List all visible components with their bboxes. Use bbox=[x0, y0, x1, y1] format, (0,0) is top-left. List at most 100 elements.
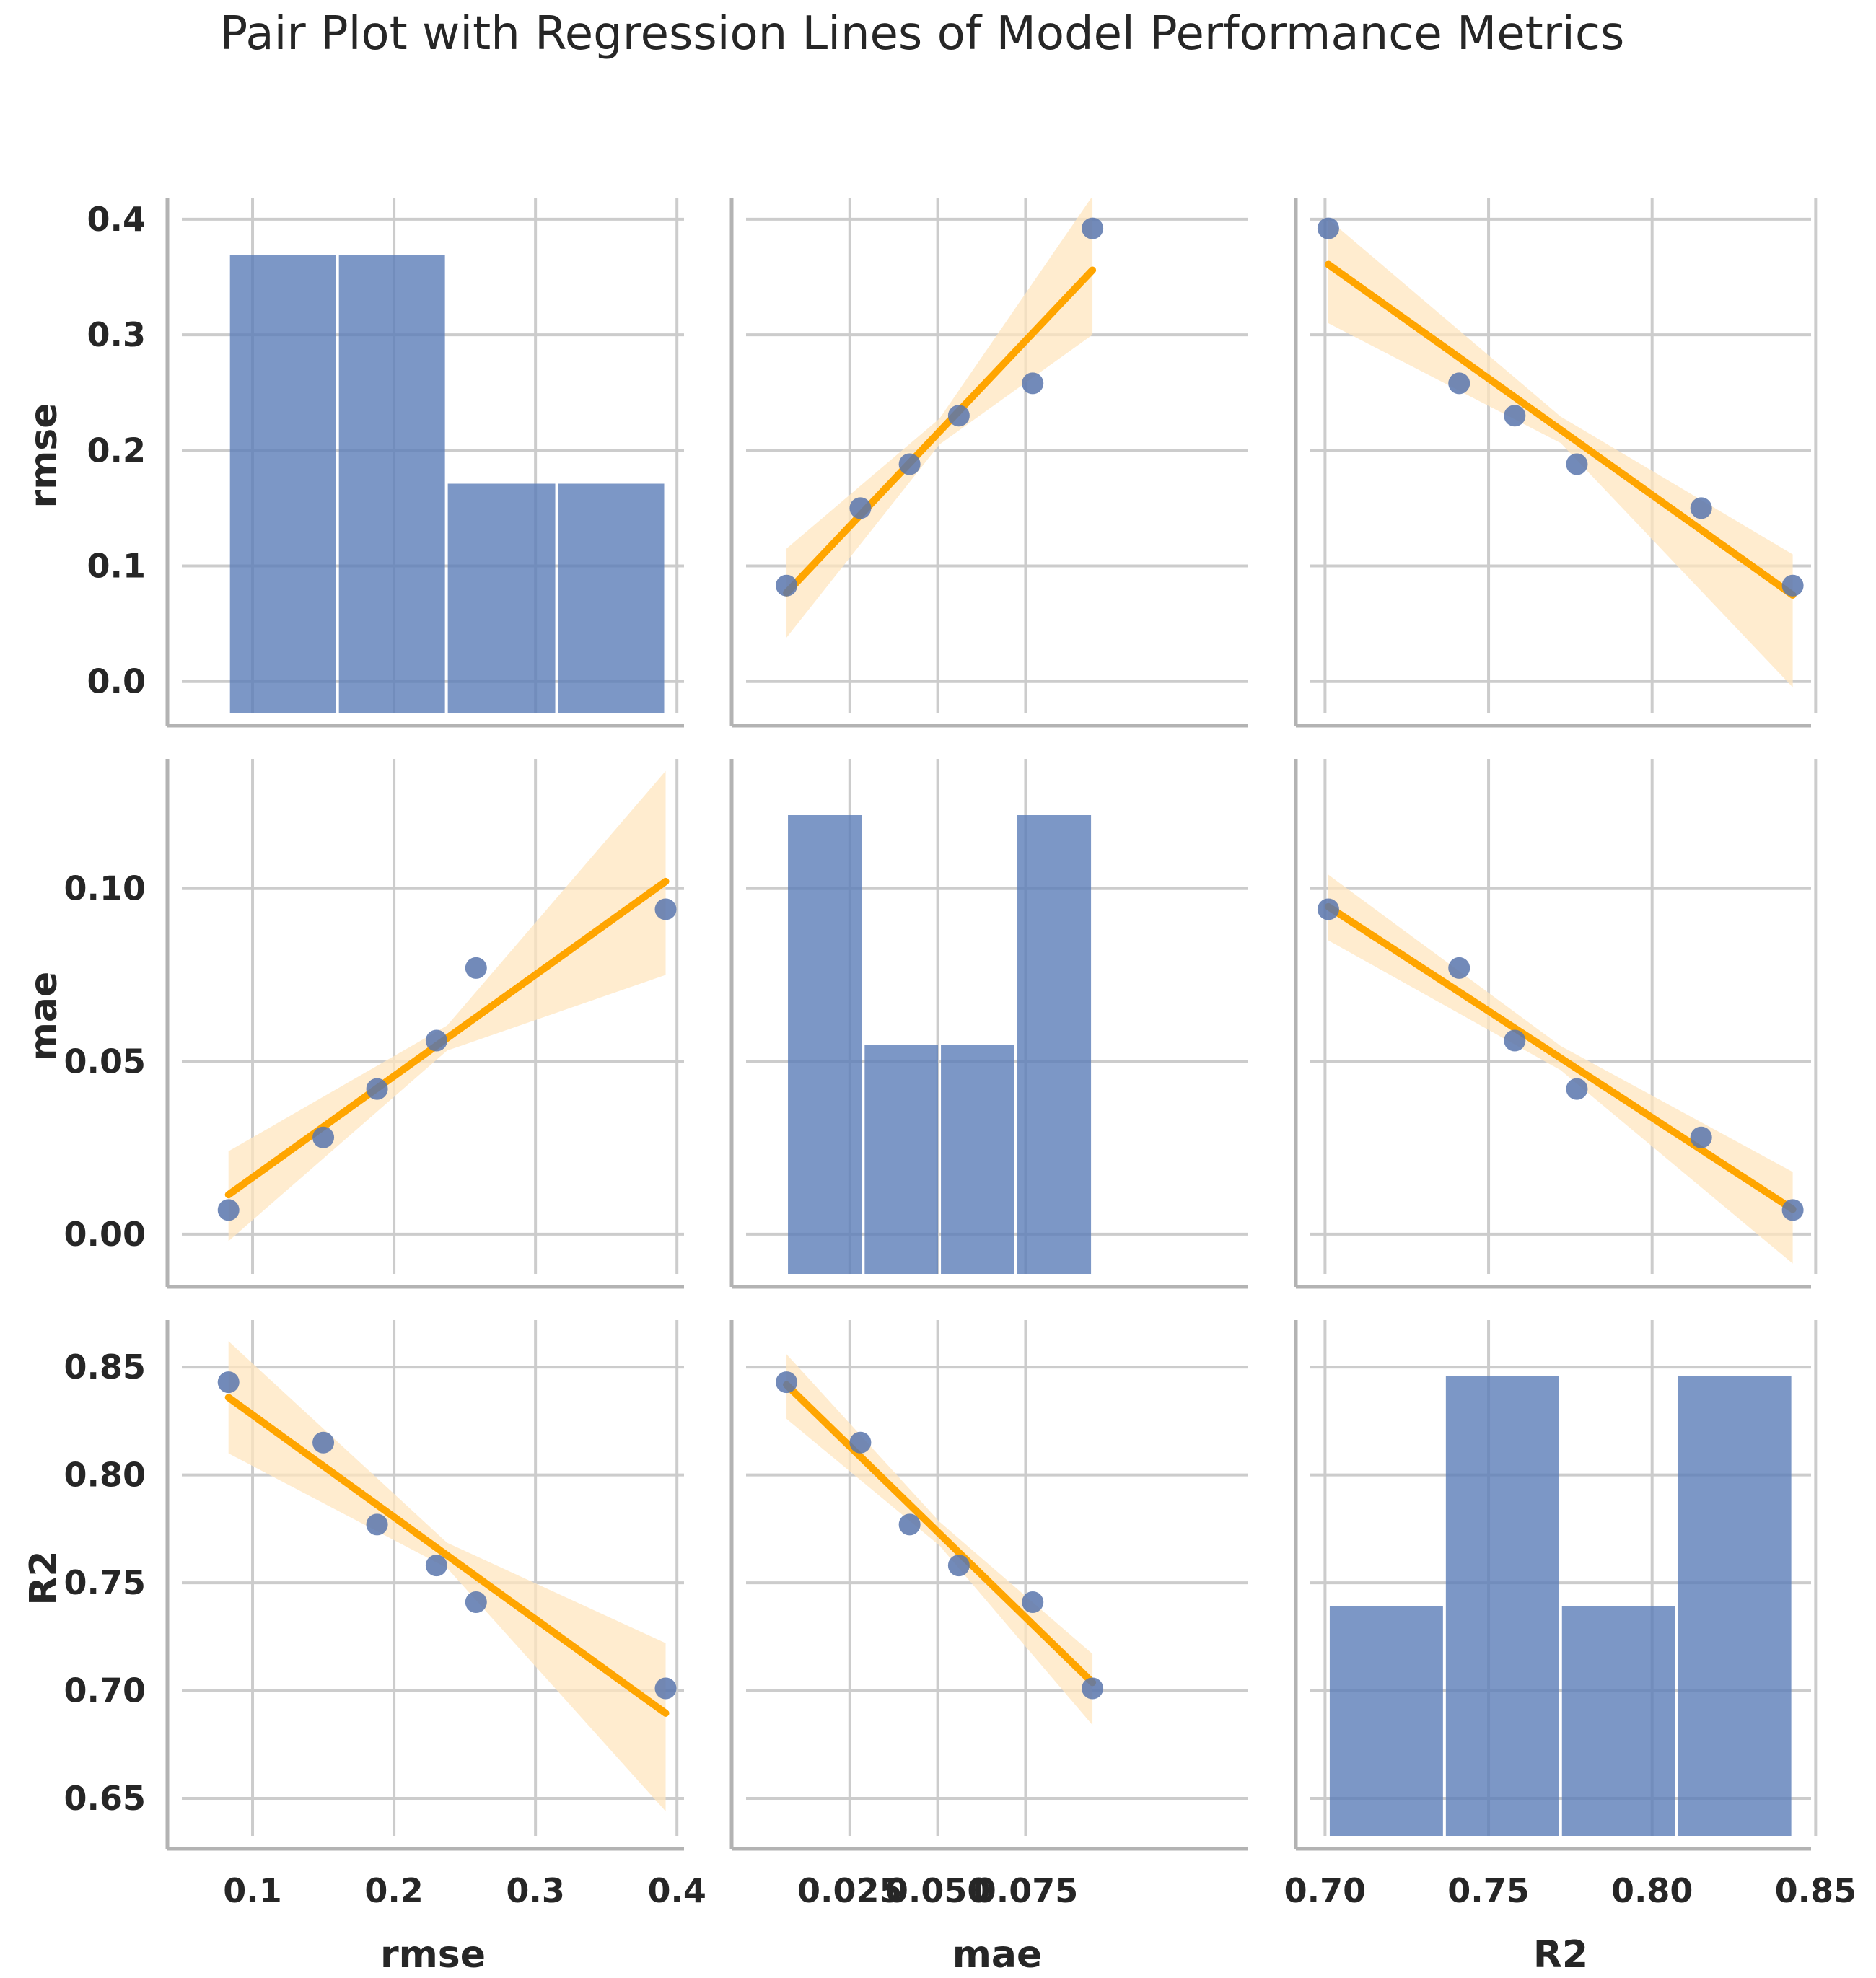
panel-mae-vs-mae bbox=[729, 759, 1248, 1289]
x-tick-label-mae-1: 0.050 bbox=[885, 1871, 991, 1910]
data-point-rmse-vs-R2-2 bbox=[1566, 453, 1588, 475]
y-tick-label-mae-0: 0.00 bbox=[64, 1215, 146, 1254]
data-point-R2-vs-rmse-1 bbox=[312, 1431, 335, 1454]
data-point-rmse-vs-R2-0 bbox=[1781, 574, 1804, 597]
histogram-bar-mae-1 bbox=[864, 1045, 939, 1274]
data-point-mae-vs-rmse-1 bbox=[312, 1126, 335, 1148]
y-tick-label-R2-0: 0.65 bbox=[64, 1779, 146, 1818]
x-tick-label-rmse-1: 0.2 bbox=[364, 1871, 424, 1910]
regression-line-rmse-vs-mae bbox=[783, 266, 1097, 597]
data-point-R2-vs-mae-1 bbox=[849, 1431, 872, 1454]
histogram-bar-R2-1 bbox=[1445, 1376, 1559, 1836]
panel-body bbox=[224, 1341, 670, 1811]
panel-body bbox=[1324, 219, 1797, 687]
y-tick-label-rmse-3: 0.3 bbox=[87, 315, 146, 354]
x-tick-label-rmse-2: 0.3 bbox=[506, 1871, 565, 1910]
x-tick-label-R2-2: 0.80 bbox=[1611, 1871, 1693, 1910]
regression-line-mae-vs-R2 bbox=[1324, 902, 1797, 1213]
panel-body bbox=[783, 1354, 1097, 1726]
histogram-bar-R2-0 bbox=[1329, 1606, 1443, 1836]
data-point-mae-vs-rmse-5 bbox=[654, 898, 677, 920]
confidence-band-rmse-vs-mae bbox=[786, 198, 1093, 638]
panel-R2-vs-rmse: 0.65 0.70 0.75 0.80 0.85 R2 0.1 0.2 0.3 0.4 rmse bbox=[22, 1320, 706, 1977]
x-tick-label-rmse-0: 0.1 bbox=[223, 1871, 282, 1910]
data-point-rmse-vs-R2-4 bbox=[1448, 372, 1470, 395]
x-tick-label-rmse-3: 0.4 bbox=[647, 1871, 706, 1910]
data-point-mae-vs-R2-3 bbox=[1504, 1029, 1526, 1052]
y-tick-label-rmse-0: 0.0 bbox=[87, 662, 146, 701]
y-tick-label-mae-1: 0.05 bbox=[64, 1042, 146, 1081]
histogram-bar-R2-2 bbox=[1561, 1606, 1675, 1836]
data-point-rmse-vs-R2-1 bbox=[1690, 497, 1712, 519]
panel-rmse-vs-rmse: 0.0 0.1 0.2 0.3 0.4 rmse bbox=[22, 198, 684, 728]
data-point-rmse-vs-mae-0 bbox=[776, 574, 798, 597]
histogram-bar-mae-3 bbox=[1017, 815, 1092, 1274]
x-tick-label-mae-0: 0.025 bbox=[797, 1871, 903, 1910]
confidence-band-mae-vs-R2 bbox=[1328, 874, 1793, 1264]
panel-R2-vs-R2: 0.70 0.75 0.80 0.85 R2 bbox=[1284, 1320, 1857, 1977]
data-point-rmse-vs-R2-5 bbox=[1317, 217, 1339, 239]
y-tick-label-R2-1: 0.70 bbox=[64, 1671, 146, 1710]
confidence-band-R2-vs-mae bbox=[786, 1354, 1093, 1726]
data-point-mae-vs-rmse-4 bbox=[465, 957, 487, 979]
x-tick-label-mae-2: 0.075 bbox=[973, 1871, 1079, 1910]
data-point-mae-vs-R2-4 bbox=[1448, 957, 1470, 979]
data-point-mae-vs-R2-0 bbox=[1781, 1199, 1804, 1221]
x-axis-label-mae: mae bbox=[952, 1933, 1043, 1977]
regression-line-rmse-vs-R2 bbox=[1324, 260, 1797, 599]
regression-line-R2-vs-rmse bbox=[224, 1394, 670, 1717]
data-point-mae-vs-R2-2 bbox=[1566, 1078, 1588, 1100]
y-tick-label-rmse-1: 0.1 bbox=[87, 547, 146, 586]
panel-grid: 0.00.10.20.30.4rmse0.000.050.10mae0.650.… bbox=[22, 198, 1857, 1977]
data-point-R2-vs-rmse-2 bbox=[366, 1513, 388, 1536]
histogram-bar-mae-0 bbox=[788, 815, 862, 1274]
regression-line-mae-vs-rmse bbox=[224, 877, 670, 1199]
data-point-R2-vs-rmse-5 bbox=[654, 1677, 677, 1700]
confidence-band-mae-vs-rmse bbox=[228, 770, 666, 1241]
data-point-rmse-vs-R2-3 bbox=[1504, 405, 1526, 427]
data-point-R2-vs-rmse-0 bbox=[217, 1371, 240, 1394]
data-point-rmse-vs-mae-2 bbox=[898, 453, 921, 475]
panel-body bbox=[788, 815, 1092, 1274]
y-axis-label-R2: R2 bbox=[22, 1550, 66, 1605]
histogram-bar-rmse-0 bbox=[229, 255, 336, 713]
panel-body bbox=[1329, 1376, 1792, 1836]
histogram-bar-rmse-3 bbox=[558, 483, 665, 713]
x-axis-label-rmse: rmse bbox=[380, 1933, 486, 1977]
data-point-R2-vs-mae-5 bbox=[1082, 1677, 1104, 1700]
data-point-rmse-vs-mae-5 bbox=[1082, 217, 1104, 239]
data-point-mae-vs-rmse-0 bbox=[217, 1199, 240, 1221]
chart-title: Pair Plot with Regression Lines of Model… bbox=[220, 7, 1625, 61]
panel-mae-vs-R2 bbox=[1294, 759, 1818, 1289]
data-point-R2-vs-mae-4 bbox=[1022, 1591, 1044, 1613]
histogram-bar-rmse-1 bbox=[338, 255, 445, 713]
data-point-mae-vs-rmse-2 bbox=[366, 1078, 388, 1100]
data-point-rmse-vs-mae-1 bbox=[849, 497, 872, 519]
histogram-bar-mae-2 bbox=[941, 1045, 1014, 1274]
confidence-band-rmse-vs-R2 bbox=[1328, 219, 1793, 687]
panel-body bbox=[224, 770, 670, 1241]
histogram-bar-rmse-2 bbox=[447, 483, 556, 713]
data-point-rmse-vs-mae-3 bbox=[947, 405, 970, 427]
data-point-rmse-vs-mae-4 bbox=[1022, 372, 1044, 395]
y-tick-label-R2-3: 0.80 bbox=[64, 1456, 146, 1495]
y-tick-label-rmse-2: 0.2 bbox=[87, 431, 146, 470]
data-point-R2-vs-rmse-4 bbox=[465, 1591, 487, 1613]
y-tick-label-rmse-4: 0.4 bbox=[87, 200, 146, 239]
data-point-mae-vs-R2-5 bbox=[1317, 898, 1339, 920]
data-point-R2-vs-mae-3 bbox=[947, 1555, 970, 1577]
data-point-R2-vs-mae-2 bbox=[898, 1513, 921, 1536]
regression-line-R2-vs-mae bbox=[783, 1381, 1097, 1687]
panel-rmse-vs-R2 bbox=[1294, 198, 1818, 728]
y-axis-label-rmse: rmse bbox=[22, 403, 66, 508]
panel-rmse-vs-mae bbox=[729, 198, 1248, 728]
data-point-mae-vs-R2-1 bbox=[1690, 1126, 1712, 1148]
panel-mae-vs-rmse: 0.00 0.05 0.10 mae bbox=[22, 759, 684, 1289]
histogram-bar-R2-3 bbox=[1678, 1376, 1792, 1836]
x-tick-label-R2-0: 0.70 bbox=[1284, 1871, 1367, 1910]
x-axis-label-R2: R2 bbox=[1533, 1933, 1588, 1977]
y-tick-label-R2-2: 0.75 bbox=[64, 1563, 146, 1602]
data-point-mae-vs-rmse-3 bbox=[425, 1029, 447, 1052]
